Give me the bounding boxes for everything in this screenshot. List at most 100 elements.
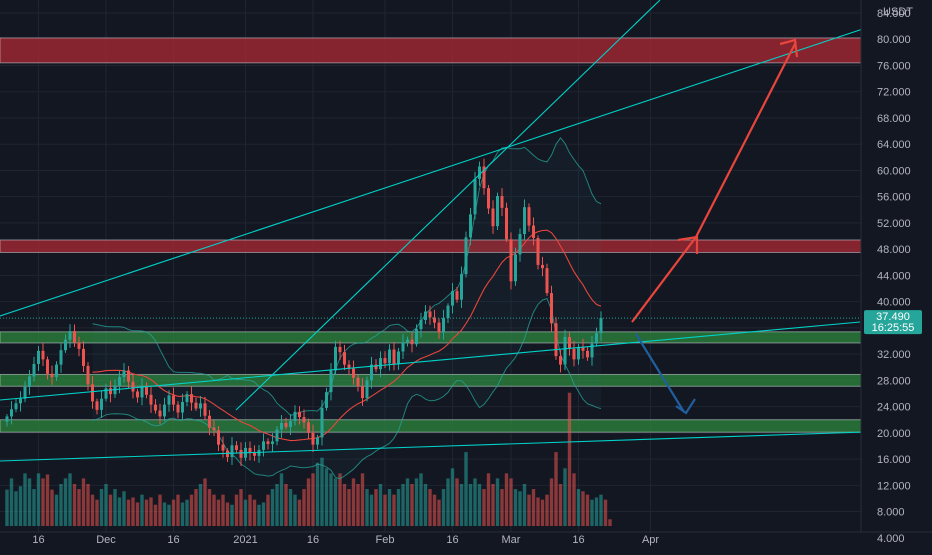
candle-body [59, 350, 63, 365]
volume-bar [446, 478, 450, 526]
volume-bar [585, 494, 590, 526]
volume-bar [545, 494, 549, 526]
candle-body [118, 377, 121, 386]
candle-body [563, 337, 567, 365]
y-tick-label: 4.000 [877, 533, 905, 545]
volume-bar [257, 504, 261, 526]
trendline-steep [235, 0, 661, 411]
volume-bar [536, 497, 540, 526]
volume-bar [45, 474, 50, 526]
volume-bar [365, 489, 369, 526]
y-axis: 84.000 80.000 76.000 72.000 68.000 64.000 60.0… [877, 8, 911, 545]
volume-bar [392, 494, 396, 526]
price-scale[interactable] [861, 0, 932, 550]
volume-bar [594, 497, 599, 526]
volume-bar [266, 494, 270, 526]
trendline-upper-channel [0, 5, 932, 317]
bull-arrowhead-2 [779, 38, 799, 58]
candle-body [370, 364, 373, 381]
volume-bar [527, 494, 531, 526]
volume-bar [239, 489, 243, 526]
candle-body [446, 305, 450, 319]
volume-bar [401, 484, 405, 526]
volume-bar [410, 484, 414, 526]
volume-bar [396, 489, 401, 526]
candle-body [572, 348, 576, 360]
volume-bar [117, 497, 122, 526]
volume-bar [144, 499, 149, 526]
candle-body [235, 445, 238, 450]
candle-body [140, 386, 144, 398]
candle-body [253, 452, 256, 456]
volume-bar [549, 478, 554, 526]
volume-bar [5, 489, 9, 526]
volume-bar [225, 502, 230, 526]
candle-body [280, 423, 283, 430]
volume-bar [171, 499, 176, 526]
candle-body [230, 445, 234, 458]
candle-body [86, 365, 90, 385]
y-tick-label: 64.000 [877, 139, 911, 151]
volume-bar [473, 478, 477, 526]
volume-bar [288, 489, 293, 526]
candle-body [496, 196, 499, 227]
candle-body [266, 441, 270, 444]
candle-body [590, 343, 594, 358]
volume-bar [59, 484, 63, 526]
candle-body [325, 392, 328, 408]
time-scale[interactable] [0, 532, 932, 550]
volume-bar [563, 468, 567, 526]
y-tick-label: 84.000 [877, 8, 911, 20]
volume-bar [122, 491, 126, 526]
volume-bar [113, 489, 117, 526]
volume-bar [540, 499, 545, 526]
candle-body [379, 358, 382, 370]
candle-body [28, 376, 31, 387]
candle-body [514, 254, 517, 282]
y-tick-label: 24.000 [877, 402, 911, 414]
volume-bar [306, 478, 311, 526]
candle-body [14, 403, 18, 410]
candle-body [100, 398, 103, 410]
candle-body [109, 388, 112, 395]
volume-bar [90, 494, 95, 526]
candle-body [460, 274, 463, 300]
candle-body [451, 291, 454, 306]
y-tick-label: 80.000 [877, 34, 911, 46]
volume-bar [414, 478, 419, 526]
volume-bar [230, 504, 234, 526]
x-tick-label: 16 [446, 534, 458, 546]
candle-body [320, 407, 324, 438]
volume-bar [567, 392, 572, 526]
volume-bar [180, 502, 185, 526]
upper-band [92, 136, 602, 416]
candle-body [275, 429, 279, 442]
volume-bars [5, 392, 612, 526]
volume-bar [77, 489, 81, 526]
candle-body [329, 370, 333, 393]
candle-body [293, 411, 297, 422]
volume-bar [63, 478, 68, 526]
candle-body [185, 394, 189, 403]
volume-bar [302, 489, 306, 526]
volume-bar [72, 484, 77, 526]
candle-body [212, 427, 216, 431]
candle-body [68, 331, 72, 340]
volume-bar [603, 499, 608, 526]
candle-body [95, 401, 99, 410]
candle-body [271, 441, 274, 444]
y-tick-label: 8.000 [877, 507, 905, 519]
bear-arrowhead [675, 398, 696, 415]
volume-bar [153, 504, 158, 526]
countdown-timer: 16:25:55 [872, 322, 915, 334]
volume-bar [338, 473, 342, 526]
candle-body [307, 422, 310, 433]
candle-body [172, 395, 175, 405]
candle-body [527, 207, 531, 226]
candle-body [167, 395, 171, 405]
volume-bar [486, 473, 491, 526]
volume-bar [351, 478, 356, 526]
candle-body [401, 342, 405, 352]
